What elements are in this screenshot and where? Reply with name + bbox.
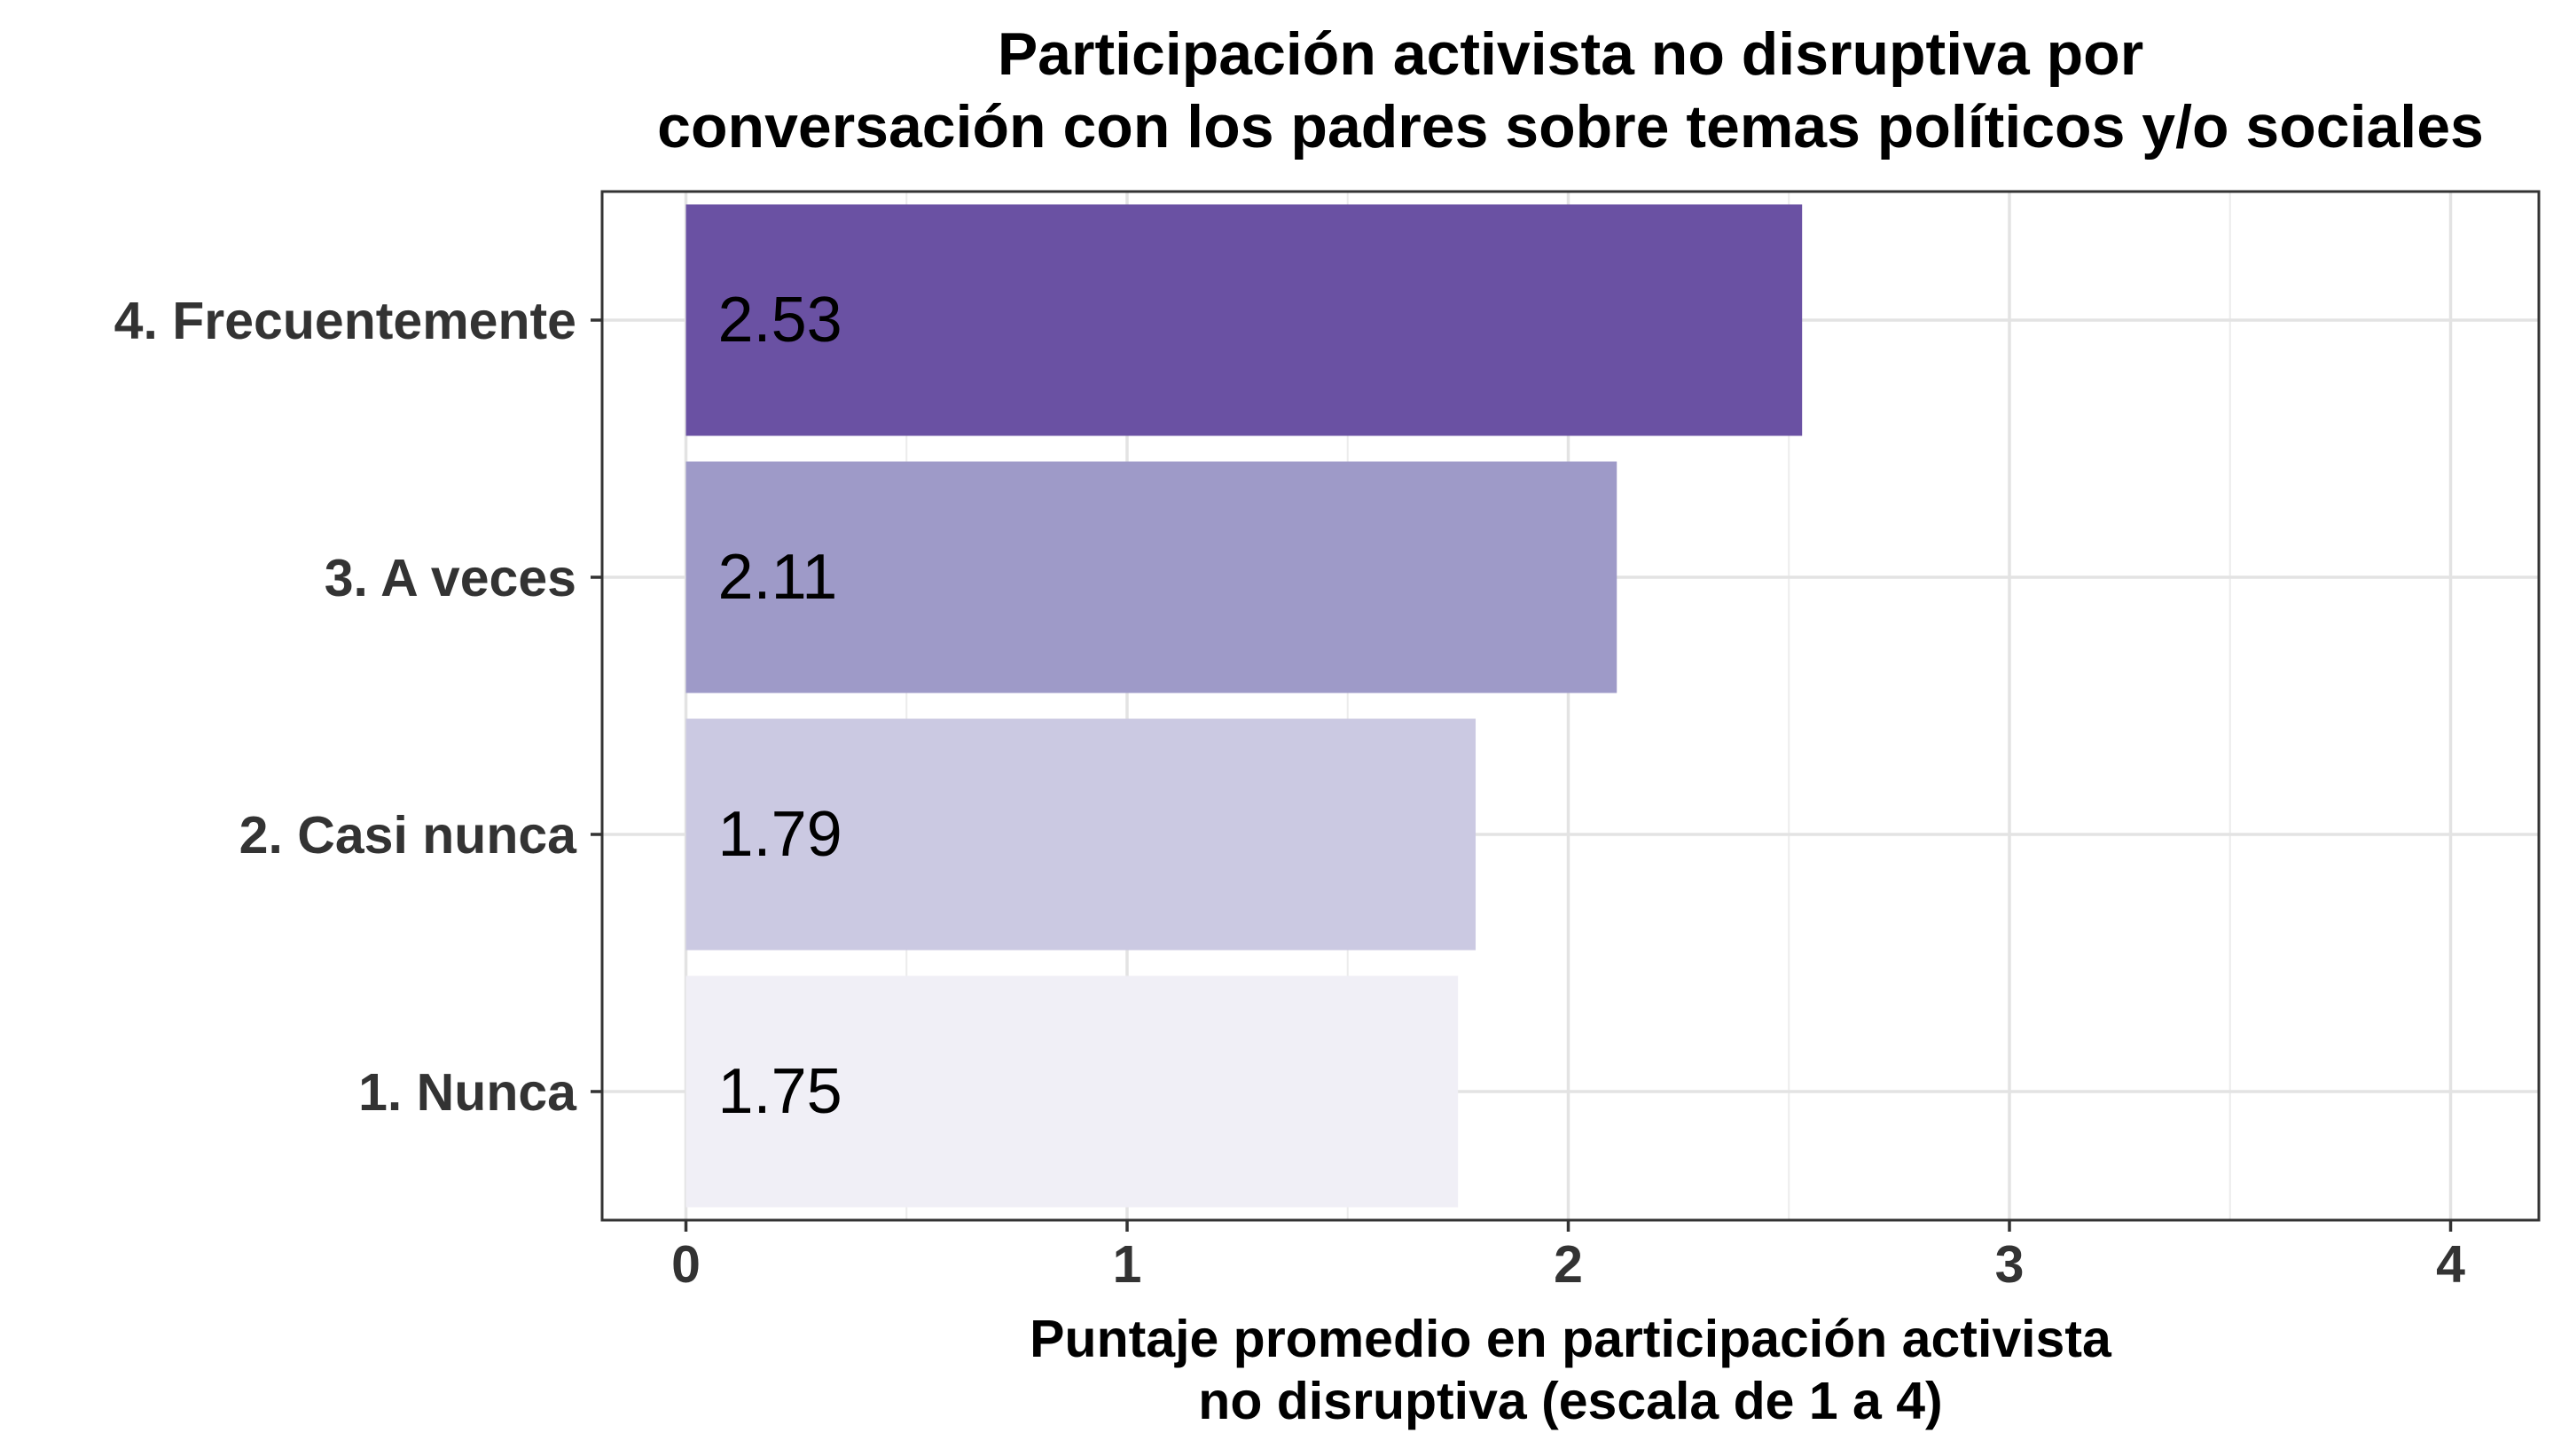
- plot-border: [600, 190, 2541, 1222]
- y-tick-label: 4. Frecuentemente: [114, 292, 576, 350]
- x-tick-label: 2: [1554, 1235, 1583, 1294]
- x-tick-label: 3: [1995, 1235, 2025, 1294]
- data-label: 1.75: [718, 1056, 842, 1127]
- y-axis: 4. Frecuentemente 3. A veces 2. Casi nunca…: [114, 292, 602, 1122]
- data-label: 1.79: [718, 799, 842, 870]
- y-tick-label: 3. A veces: [325, 549, 576, 607]
- chart-title: Participación activista no disruptiva po…: [657, 20, 2484, 160]
- data-label: 2.11: [718, 542, 838, 613]
- bar: [685, 975, 1459, 1208]
- x-tick-label: 4: [2436, 1235, 2465, 1294]
- x-axis-title-line: no disruptiva (escala de 1 a 4): [1198, 1372, 1942, 1430]
- x-tick-label: 0: [671, 1235, 701, 1294]
- value-labels: 2.53 2.11 1.79 1.75: [718, 285, 842, 1127]
- x-axis: 0 1 2 3 4: [671, 1220, 2465, 1294]
- chart-title-line: Participación activista no disruptiva po…: [998, 20, 2143, 88]
- bar: [685, 718, 1476, 951]
- bar: [685, 204, 1803, 436]
- bar: [685, 461, 1617, 693]
- x-tick-label: 1: [1113, 1235, 1142, 1294]
- y-tick-label: 1. Nunca: [358, 1063, 577, 1122]
- bars: [685, 204, 1803, 1208]
- data-label: 2.53: [718, 285, 842, 356]
- y-tick-label: 2. Casi nunca: [239, 806, 578, 865]
- chart-title-line: conversación con los padres sobre temas …: [657, 93, 2484, 160]
- x-axis-title-line: Puntaje promedio en participación activi…: [1030, 1310, 2112, 1368]
- x-axis-title: Puntaje promedio en participación activi…: [1030, 1310, 2112, 1430]
